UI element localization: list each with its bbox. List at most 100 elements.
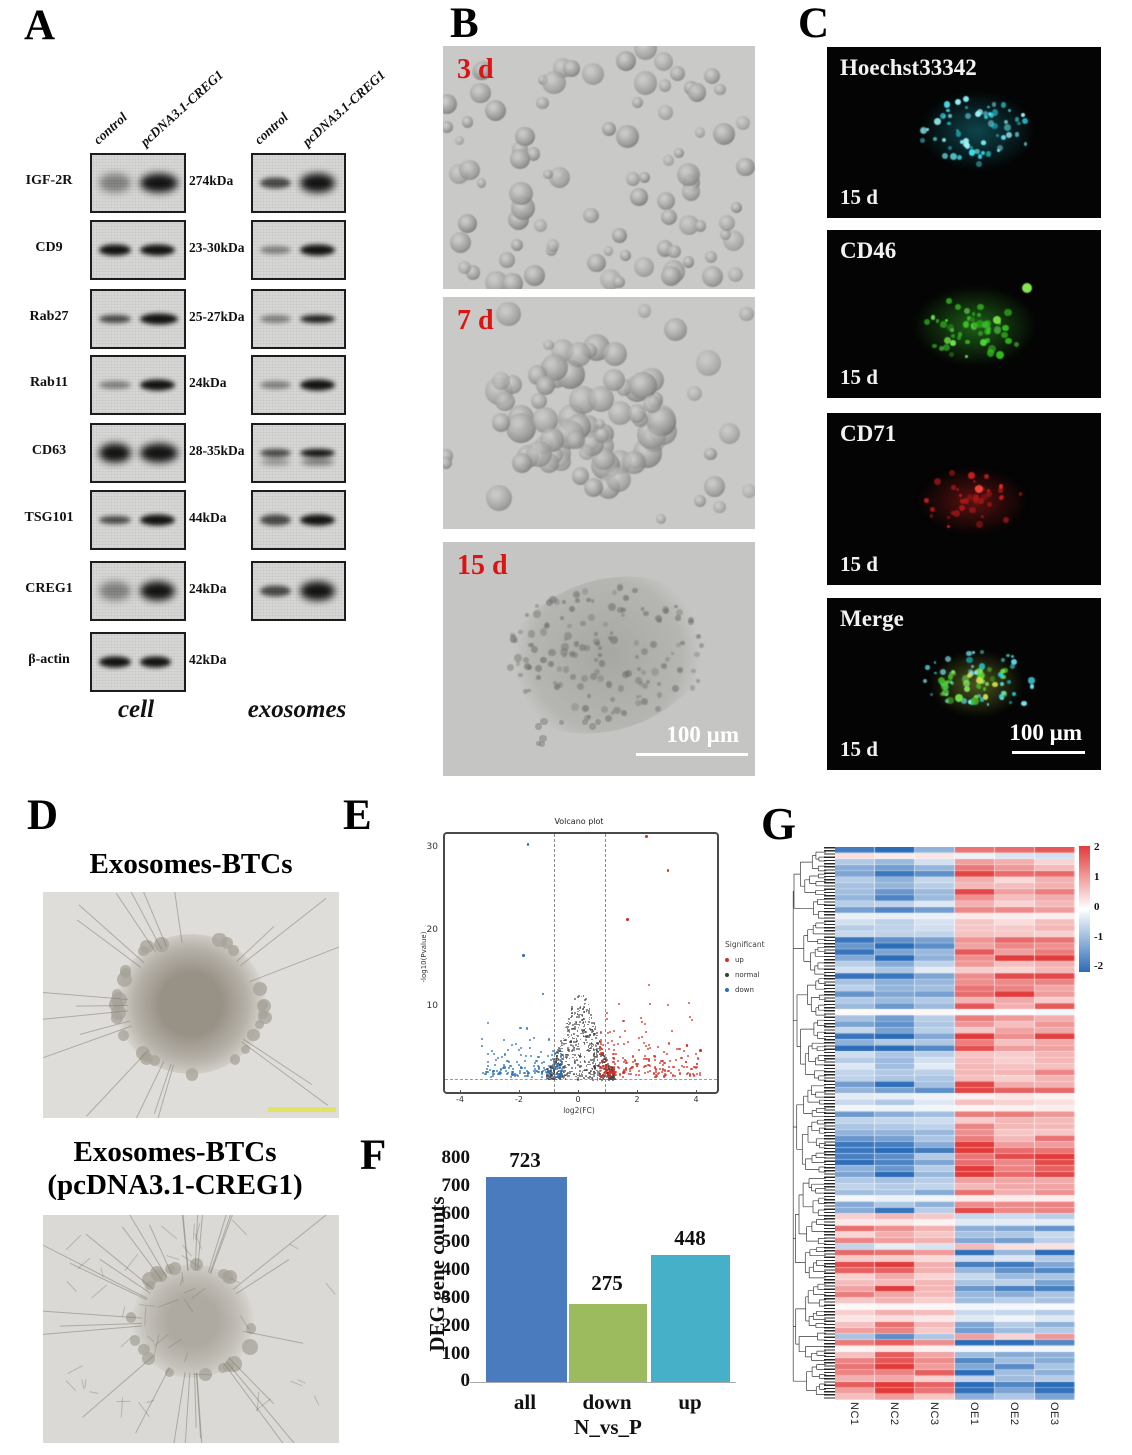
y-tick: 600: [441, 1203, 471, 1224]
y-tick: 300: [441, 1287, 471, 1308]
y-tick: 400: [441, 1259, 471, 1280]
column-label: NC2: [888, 1402, 900, 1426]
legend-item: down: [725, 986, 765, 994]
legend-label: down: [735, 986, 754, 994]
protein-band: [99, 656, 131, 668]
fluorescence-signal: [827, 230, 1101, 398]
protein-band: [99, 315, 131, 323]
panel-c-letter: C: [798, 0, 830, 47]
colorbar-tick: 1: [1094, 871, 1100, 883]
timepoint-label: 15 d: [457, 550, 508, 581]
group-label-cell: cell: [117, 696, 155, 723]
colorbar-tick: -2: [1094, 960, 1104, 972]
x-tick: 0: [575, 1095, 581, 1104]
spheroid-texture: [43, 1215, 339, 1443]
scale-bar-label: 100 µm: [666, 722, 739, 747]
x-category: up: [678, 1390, 702, 1414]
protein-band: [260, 449, 292, 457]
molecular-weight: 23-30kDa: [189, 240, 245, 255]
western-blot-exosome: [251, 153, 346, 213]
micrograph-15d: 15 d 100 µm: [443, 542, 755, 776]
western-blot-exosome: [251, 289, 346, 349]
y-tick: 200: [441, 1315, 471, 1336]
colorbar-tick: 0: [1094, 901, 1100, 913]
x-tick-mark: [578, 1090, 579, 1094]
stain-label: CD71: [840, 421, 897, 446]
bar-down: [569, 1304, 647, 1382]
protein-label: TSG101: [24, 510, 74, 525]
column-label: OE2: [1008, 1402, 1020, 1426]
bar-value: 275: [591, 1271, 623, 1295]
y-axis-label: -log10(Pvalue): [420, 931, 428, 983]
image-title: Exosomes-BTCs (pcDNA3.1-CREG1): [10, 1136, 340, 1202]
fluorescence-signal: [827, 598, 1101, 770]
legend-dot-up: [725, 958, 729, 962]
western-blot-cell: [90, 561, 186, 621]
dendrogram: [792, 851, 826, 1395]
blot-row: TSG101 44kDa: [0, 489, 440, 550]
protein-label: β-actin: [28, 652, 70, 667]
panel-f-letter: F: [360, 1132, 387, 1179]
y-tick: 10: [426, 1001, 438, 1011]
x-category: down: [582, 1390, 632, 1414]
image-title-line1: Exosomes-BTCs: [73, 1136, 277, 1168]
western-blot-exosome: [251, 490, 346, 550]
protein-band: [99, 443, 131, 463]
molecular-weight: 25-27kDa: [189, 309, 245, 324]
blot-row: CD9 23-30kDa: [0, 219, 440, 280]
protein-label: CD9: [35, 240, 63, 255]
micrograph-3d: 3 d: [443, 46, 755, 289]
panel-g-letter: G: [761, 799, 797, 849]
legend-dot-down: [725, 988, 729, 992]
blot-row: Rab11 24kDa: [0, 354, 440, 415]
protein-band: [260, 177, 292, 189]
western-blot-exosome: [251, 561, 346, 621]
x-tick-mark: [696, 1090, 697, 1094]
protein-band: [99, 244, 131, 256]
timepoint-label: 15 d: [840, 185, 878, 209]
protein-band: [139, 244, 175, 256]
protein-band: [139, 379, 175, 391]
western-blot-cell: [90, 490, 186, 550]
fluorescence-signal: [827, 47, 1101, 218]
cell-texture: [443, 46, 755, 289]
legend-item: up: [725, 956, 765, 964]
y-tick: 0: [460, 1370, 471, 1391]
fluorescence-merge: Merge 15 d 100 µm: [827, 598, 1101, 770]
x-axis-label: log2(FC): [563, 1106, 595, 1115]
protein-band: [99, 173, 131, 193]
protein-band: [139, 443, 179, 463]
protein-band: [139, 656, 172, 668]
protein-band: [260, 381, 292, 389]
protein-label: Rab11: [29, 375, 69, 390]
western-blot-exosome: [251, 355, 346, 415]
micrograph-exosomes-btcs: [43, 892, 339, 1118]
protein-label: CD63: [31, 443, 67, 458]
column-label: OE3: [1048, 1402, 1060, 1426]
y-tick: 20: [426, 925, 438, 935]
legend-title: Significant: [725, 940, 765, 949]
western-blot-cell: [90, 423, 186, 483]
protein-band: [300, 244, 335, 256]
scale-bar: [636, 753, 748, 756]
protein-band: [139, 173, 179, 193]
protein-label: IGF-2R: [25, 173, 73, 188]
x-tick-mark: [460, 1090, 461, 1094]
protein-band: [260, 514, 292, 526]
protein-band: [99, 581, 131, 601]
timepoint-label: 3 d: [457, 54, 494, 85]
protein-band: [300, 379, 335, 391]
bar-all: [486, 1177, 567, 1382]
panel-b-letter: B: [450, 0, 479, 47]
colorbar: [1079, 846, 1090, 972]
bar-up: [651, 1255, 730, 1382]
x-tick-mark: [519, 1090, 520, 1094]
cell-texture: [443, 297, 755, 529]
x-tick: -4: [456, 1095, 464, 1104]
legend-label: normal: [735, 971, 760, 979]
panel-d-letter: D: [27, 792, 59, 839]
colorbar-tick: 2: [1094, 841, 1100, 853]
protein-band: [99, 516, 131, 524]
protein-band: [300, 315, 335, 323]
